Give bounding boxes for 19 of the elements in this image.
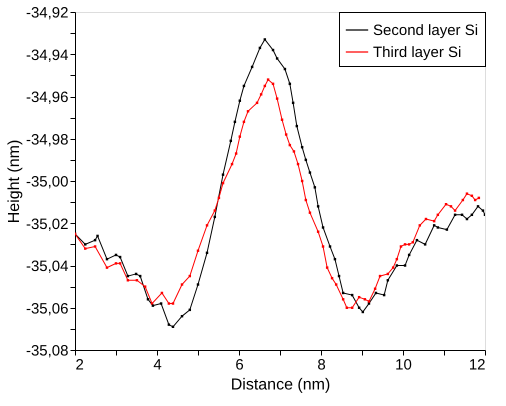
legend-label: Third layer Si (373, 44, 462, 61)
y-tick-label: -34,94 (26, 46, 68, 64)
y-tick-label: -35,02 (26, 216, 68, 233)
x-tick-label: 6 (235, 356, 244, 374)
y-tick-label: -34,92 (26, 4, 68, 22)
x-axis-title: Distance (nm) (230, 376, 330, 394)
legend-label: Second layer Si (373, 22, 478, 39)
y-tick-label: -35,00 (26, 174, 68, 190)
x-tick-label: 2 (76, 356, 84, 374)
y-tick-label: -34,98 (26, 131, 68, 148)
x-tick-label: 12 (468, 356, 486, 374)
y-axis-title: Height (nm) (6, 140, 23, 224)
x-tick-label: 8 (317, 356, 326, 374)
y-tick-label: -35,08 (26, 342, 68, 360)
x-tick-label: 4 (153, 356, 162, 374)
y-tick-label: -35,04 (26, 258, 68, 275)
x-tick-label: 10 (395, 356, 412, 374)
y-tick-label: -35,06 (26, 300, 68, 318)
y-tick-label: -34,96 (26, 89, 68, 106)
